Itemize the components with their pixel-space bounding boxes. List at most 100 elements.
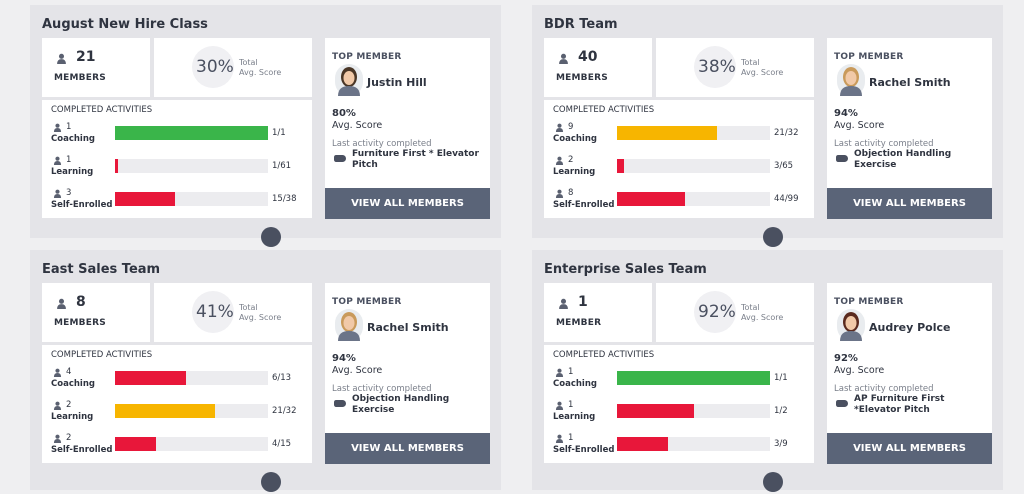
members-box: 1 MEMBER <box>544 283 652 342</box>
view-all-button[interactable]: VIEW ALL MEMBERS <box>325 433 490 464</box>
progress-track <box>115 159 268 173</box>
progress-bar <box>115 404 216 418</box>
view-all-button[interactable]: VIEW ALL MEMBERS <box>827 188 992 219</box>
activity-progress: 1/61 <box>272 161 292 171</box>
team-name: August New Hire Class <box>42 17 208 32</box>
top-member-name: Rachel Smith <box>367 321 449 334</box>
activities-title: COMPLETED ACTIVITIES <box>51 350 153 360</box>
members-box: 21 MEMBERS <box>42 38 150 97</box>
activity-progress: 15/38 <box>272 194 297 204</box>
progress-bar <box>115 126 268 140</box>
team-card: East Sales Team 8 MEMBERS 41% Total Avg. Scor… <box>30 250 501 492</box>
last-activity-label: Last activity completed <box>332 139 432 149</box>
team-card: August New Hire Class 21 MEMBERS 30% Total Av… <box>30 5 501 247</box>
view-all-button[interactable]: VIEW ALL MEMBERS <box>827 433 992 464</box>
whistle-icon <box>334 155 346 162</box>
share-icon <box>261 472 281 492</box>
avatar <box>335 309 363 341</box>
top-member-score-label: Avg. Score <box>332 365 383 376</box>
top-member-score-label: Avg. Score <box>834 120 885 131</box>
members-label: MEMBERS <box>54 318 106 328</box>
activities-title: COMPLETED ACTIVITIES <box>553 350 655 360</box>
progress-bar <box>115 437 156 451</box>
members-count: 40 <box>578 49 598 65</box>
last-activity: Objection Handling Exercise <box>854 149 952 170</box>
activities-title: COMPLETED ACTIVITIES <box>553 105 655 115</box>
progress-track <box>617 159 770 173</box>
score-label-2: Avg. Score <box>239 313 282 322</box>
activity-name: Coaching <box>553 134 597 144</box>
view-all-button[interactable]: VIEW ALL MEMBERS <box>325 188 490 219</box>
activity-count: 1 <box>568 433 574 443</box>
top-member-score: 92% <box>834 353 858 364</box>
activities-box: COMPLETED ACTIVITIES 1 Coaching 1/1 1 Learnin… <box>42 100 312 218</box>
last-activity: Furniture First * Elevator Pitch <box>352 149 479 170</box>
activity-name: Coaching <box>51 134 95 144</box>
score-label-2: Avg. Score <box>741 313 784 322</box>
score-box: 38% Total Avg. Score <box>656 38 814 97</box>
activity-progress: 4/15 <box>272 439 292 449</box>
activity-progress: 6/13 <box>272 373 292 383</box>
top-member-score: 80% <box>332 108 356 119</box>
progress-bar <box>617 371 770 385</box>
activities-box: COMPLETED ACTIVITIES 9 Coaching 21/32 2 Learn… <box>544 100 814 218</box>
person-icon <box>53 368 62 377</box>
progress-bar <box>617 192 685 206</box>
share-icon <box>763 227 783 247</box>
activity-count: 8 <box>568 188 574 198</box>
whistle-icon <box>836 155 848 162</box>
score-label-1: Total <box>741 303 760 312</box>
members-box: 40 MEMBERS <box>544 38 652 97</box>
activity-name: Coaching <box>553 379 597 389</box>
members-count: 8 <box>76 294 86 310</box>
person-icon <box>555 123 564 132</box>
last-activity-label: Last activity completed <box>332 384 432 394</box>
person-icon <box>53 434 62 443</box>
score-label-1: Total <box>741 58 760 67</box>
person-icon <box>57 298 66 309</box>
progress-bar <box>617 126 718 140</box>
progress-bar <box>115 371 186 385</box>
person-icon <box>555 434 564 443</box>
top-member-score: 94% <box>332 353 356 364</box>
person-icon <box>555 156 564 165</box>
top-member-box: TOP MEMBER Rachel Smith 94% Avg. Score Last … <box>827 38 992 188</box>
top-member-name: Rachel Smith <box>869 76 951 89</box>
score-value: 30% <box>196 57 234 77</box>
activity-count: 1 <box>568 367 574 377</box>
score-value: 38% <box>698 57 736 77</box>
person-icon <box>57 53 66 64</box>
score-circle <box>192 46 234 88</box>
activity-name: Self-Enrolled <box>51 445 113 455</box>
activity-progress: 3/65 <box>774 161 794 171</box>
progress-bar <box>115 159 118 173</box>
progress-bar <box>617 159 625 173</box>
activity-count: 1 <box>66 122 72 132</box>
team-card: Enterprise Sales Team 1 MEMBER 92% Total Avg.… <box>532 250 1003 492</box>
activity-progress: 3/9 <box>774 439 788 449</box>
activity-name: Self-Enrolled <box>553 200 615 210</box>
activity-name: Learning <box>553 412 596 422</box>
team-card: BDR Team 40 MEMBERS 38% Total Avg. Score COMPL… <box>532 5 1003 247</box>
last-activity-label: Last activity completed <box>834 384 934 394</box>
score-circle <box>694 291 736 333</box>
activities-box: COMPLETED ACTIVITIES 1 Coaching 1/1 1 Learnin… <box>544 345 814 463</box>
score-label-2: Avg. Score <box>741 68 784 77</box>
score-label-1: Total <box>239 58 258 67</box>
person-icon <box>555 401 564 410</box>
activity-count: 3 <box>66 188 72 198</box>
top-member-label: TOP MEMBER <box>332 297 402 307</box>
activity-progress: 1/2 <box>774 406 788 416</box>
members-count: 21 <box>76 49 96 65</box>
person-icon <box>555 368 564 377</box>
person-icon <box>53 123 62 132</box>
activity-count: 1 <box>568 400 574 410</box>
activity-progress: 21/32 <box>272 406 297 416</box>
person-icon <box>555 189 564 198</box>
top-member-box: TOP MEMBER Justin Hill 80% Avg. Score Last a… <box>325 38 490 188</box>
progress-bar <box>617 437 668 451</box>
activity-name: Learning <box>553 167 596 177</box>
top-member-label: TOP MEMBER <box>834 297 904 307</box>
progress-bar <box>115 192 176 206</box>
activity-progress: 44/99 <box>774 194 799 204</box>
